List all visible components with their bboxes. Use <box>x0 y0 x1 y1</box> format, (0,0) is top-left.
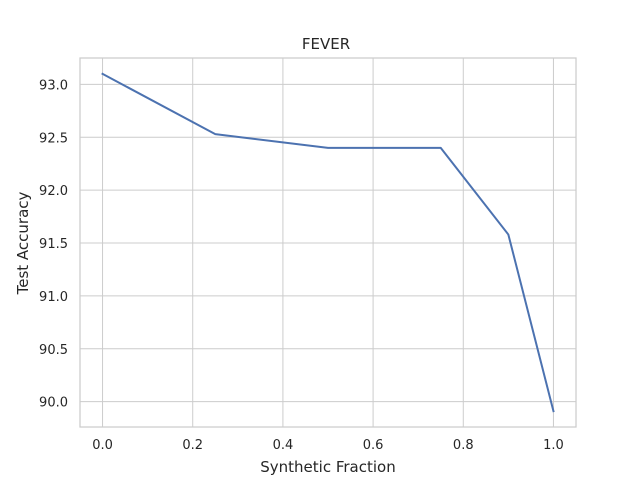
x-tick-label: 0.2 <box>182 438 203 453</box>
x-tick-label: 0.8 <box>453 438 474 453</box>
x-tick-label: 0.4 <box>273 438 294 453</box>
x-tick-label: 1.0 <box>543 438 564 453</box>
y-tick-label: 90.0 <box>39 396 68 411</box>
grid <box>80 58 576 427</box>
tick-labels: 0.0 0.2 0.4 0.6 0.8 1.0 90.0 90.5 91.0 91.5 92.0 92… <box>39 78 564 453</box>
x-tick-label: 0.0 <box>92 438 113 453</box>
y-axis-label: Test Accuracy <box>14 191 32 295</box>
y-tick-label: 90.5 <box>39 343 68 358</box>
chart-title: FEVER <box>302 35 350 53</box>
y-tick-label: 92.0 <box>39 184 68 199</box>
series-layer <box>101 72 555 413</box>
y-tick-label: 91.5 <box>39 237 68 252</box>
y-tick-label: 91.0 <box>39 290 68 305</box>
plot-area-frame <box>79 57 577 428</box>
x-tick-label: 0.6 <box>363 438 384 453</box>
series-line <box>101 72 555 413</box>
y-tick-label: 92.5 <box>39 131 68 146</box>
y-tick-label: 93.0 <box>39 78 68 93</box>
x-axis-label: Synthetic Fraction <box>260 458 395 476</box>
